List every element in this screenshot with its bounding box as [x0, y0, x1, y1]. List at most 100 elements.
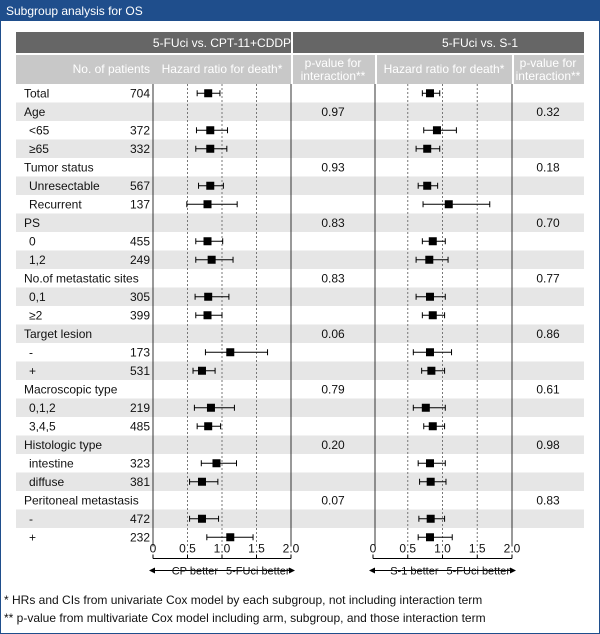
x-tick-label: 2.0	[504, 542, 521, 556]
pval-cptcddp-22: 0.07	[321, 493, 345, 507]
figure-title: Subgroup analysis for OS	[6, 4, 143, 18]
pval-cptcddp-10: 0.83	[321, 271, 345, 285]
x-tick-label: 1.0	[214, 542, 231, 556]
row-n-24: 232	[130, 530, 150, 544]
col-header-pval-1b: interaction**	[301, 69, 366, 83]
row-label-1: Age	[24, 105, 46, 119]
row-n-14: 173	[130, 345, 150, 359]
row-n-6: 137	[130, 197, 150, 211]
row-n-20: 323	[130, 456, 150, 470]
row-label-16: Macroscopic type	[24, 382, 118, 396]
row-label-9: 1,2	[29, 253, 46, 267]
col-header-patients: No. of patients	[73, 62, 150, 76]
row-label-23: -	[29, 512, 33, 526]
hr-point	[432, 126, 441, 135]
arrow-head-left	[369, 567, 375, 574]
hr-point	[226, 533, 235, 542]
hr-point	[203, 311, 212, 320]
row-n-12: 399	[130, 308, 150, 322]
hr-point	[197, 477, 206, 486]
better-right-1: 5-FUci better	[447, 566, 511, 578]
row-band	[16, 398, 584, 417]
row-band	[16, 287, 584, 306]
hr-point	[421, 403, 430, 412]
row-band	[16, 472, 584, 491]
title-bar: Subgroup analysis for OS	[1, 1, 599, 21]
pval-s1-16: 0.61	[536, 382, 560, 396]
pval-s1-7: 0.70	[536, 216, 560, 230]
row-label-5: Unresectable	[29, 179, 100, 193]
hr-point	[204, 422, 213, 431]
hr-point	[226, 348, 235, 357]
row-label-6: Recurrent	[29, 197, 82, 211]
row-label-8: 0	[29, 234, 36, 248]
hr-point	[428, 237, 437, 246]
row-band	[16, 250, 584, 269]
row-band	[16, 324, 584, 343]
hr-point	[425, 255, 434, 264]
group-header-cptcddp: 5-FUci vs. CPT-11+CDDP	[153, 36, 291, 50]
hr-point	[204, 89, 213, 98]
row-label-15: +	[29, 364, 36, 378]
pval-s1-19: 0.98	[536, 438, 560, 452]
row-label-22: Peritoneal metastasis	[24, 493, 139, 507]
x-tick-label: 0	[150, 542, 157, 556]
col-header-pval-1a: p-value for	[305, 56, 362, 70]
hr-point	[212, 459, 221, 468]
hr-point	[425, 459, 434, 468]
pval-cptcddp-1: 0.97	[321, 105, 345, 119]
hr-point	[425, 89, 434, 98]
better-right-0: 5-FUci better	[226, 566, 290, 578]
pval-s1-13: 0.86	[536, 327, 560, 341]
group-header-bar	[16, 32, 584, 53]
hr-point	[425, 533, 434, 542]
arrow-head-left	[149, 567, 155, 574]
pval-cptcddp-13: 0.06	[321, 327, 345, 341]
row-band	[16, 213, 584, 232]
header-divider	[291, 32, 293, 55]
hr-point	[197, 366, 206, 375]
row-label-11: 0,1	[29, 290, 46, 304]
hr-point	[423, 144, 432, 153]
row-label-19: Histologic type	[24, 438, 102, 452]
hr-point	[423, 181, 432, 190]
row-band	[16, 509, 584, 528]
pval-s1-4: 0.18	[536, 160, 560, 174]
pval-cptcddp-4: 0.93	[321, 160, 345, 174]
better-left-0: CP better	[172, 566, 219, 578]
hr-point	[426, 514, 435, 523]
row-label-18: 3,4,5	[29, 419, 56, 433]
row-n-18: 485	[130, 419, 150, 433]
x-tick-label: 0.5	[179, 542, 196, 556]
row-n-5: 567	[130, 179, 150, 193]
pval-cptcddp-19: 0.20	[321, 438, 345, 452]
x-tick-label: 2.0	[283, 542, 300, 556]
arrow-head-right	[289, 567, 295, 574]
hr-point	[206, 403, 215, 412]
row-n-0: 704	[130, 86, 150, 100]
header-divider	[512, 55, 514, 84]
x-tick-label: 0.5	[399, 542, 416, 556]
row-label-2: <65	[29, 123, 50, 137]
pval-cptcddp-7: 0.83	[321, 216, 345, 230]
x-tick-label: 1.5	[469, 542, 486, 556]
row-label-14: -	[29, 345, 33, 359]
hr-point	[206, 144, 215, 153]
row-n-3: 332	[130, 142, 150, 156]
row-n-21: 381	[130, 475, 150, 489]
x-tick-label: 0	[370, 542, 377, 556]
pval-s1-22: 0.83	[536, 493, 560, 507]
hr-point	[428, 311, 437, 320]
hr-point	[207, 255, 216, 264]
hr-point	[203, 200, 212, 209]
row-n-17: 219	[130, 401, 150, 415]
arrow-head-right	[510, 567, 516, 574]
hr-point	[428, 422, 437, 431]
hr-point	[427, 366, 436, 375]
hr-point	[197, 514, 206, 523]
row-label-0: Total	[24, 86, 49, 100]
hr-point	[204, 292, 213, 301]
row-label-3: ≥65	[29, 142, 49, 156]
row-n-9: 249	[130, 253, 150, 267]
